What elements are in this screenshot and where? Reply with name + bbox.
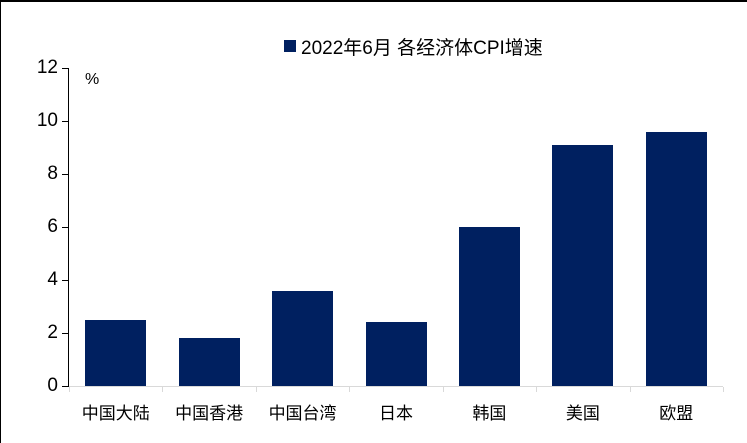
x-axis-tick [536,387,538,392]
x-axis-tick [349,387,351,392]
x-axis-tick [162,387,164,392]
x-axis-tick [723,387,724,392]
y-axis-tick [62,279,69,281]
x-axis-category-label: 中国大陆 [81,404,150,423]
x-axis-tick [255,387,257,392]
x-axis-tick [629,387,631,392]
y-axis-tick-label: 4 [47,269,58,290]
y-axis-tick-label: 6 [47,216,58,237]
y-axis-tick-label: 2 [47,322,58,343]
y-axis-tick [62,226,69,228]
chart-legend: 2022年6月 各经济体CPI增速 [284,35,543,59]
y-axis-tick-label: 12 [36,57,58,78]
y-axis-tick-label: 0 [47,375,58,396]
y-axis-tick-label: 10 [36,110,58,131]
bar-6 [645,132,707,386]
x-axis-category-label: 韩国 [472,404,507,423]
bar-0 [85,320,147,386]
legend-marker-icon [284,40,296,52]
y-axis-tick [62,173,69,175]
x-axis-tick [442,387,444,392]
x-axis-category-label: 日本 [379,404,413,423]
x-axis-category-label: 欧盟 [659,404,694,423]
y-axis-tick [62,67,69,69]
y-axis-tick [62,385,69,387]
y-axis-unit-label: % [85,71,100,88]
x-axis-tick [69,387,70,392]
y-axis-tick-label: 8 [47,163,58,184]
x-axis-category-label: 美国 [565,404,600,423]
y-axis-tick [62,332,69,334]
x-axis-category-label: 中国台湾 [268,404,337,423]
y-axis-tick [62,120,69,122]
bar-2 [272,291,334,386]
bar-4 [458,227,520,386]
bar-5 [552,145,614,386]
plot-area [68,68,723,387]
bar-1 [178,338,240,386]
chart-title: 2022年6月 各经济体CPI增速 [301,37,543,59]
x-axis-category-label: 中国香港 [175,404,244,423]
bar-3 [365,322,427,386]
